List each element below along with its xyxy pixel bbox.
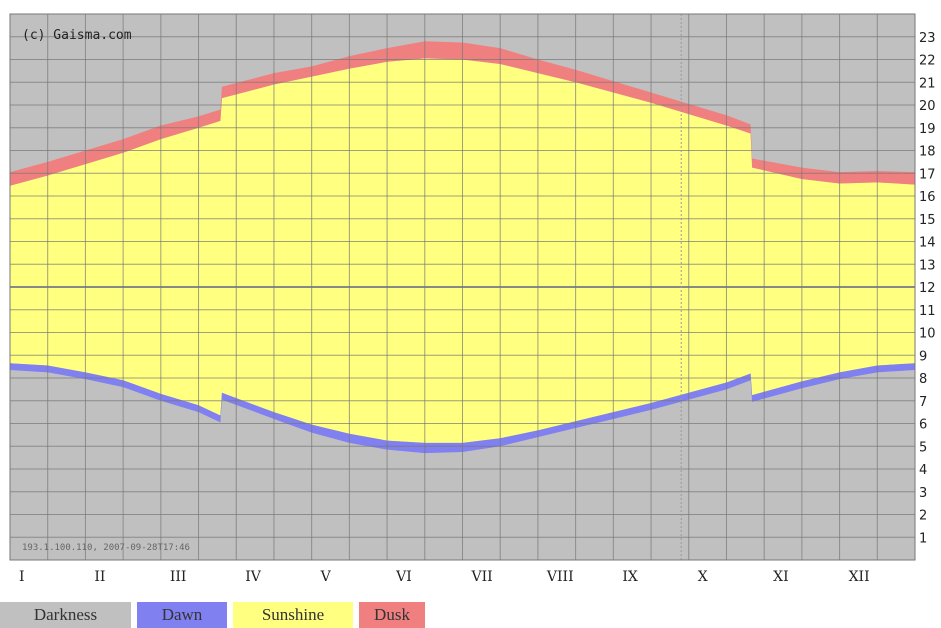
- y-tick-label: 21: [919, 76, 936, 91]
- x-month-label: III: [170, 569, 187, 585]
- legend-dawn: Dawn: [137, 602, 227, 628]
- y-tick-label: 1: [919, 531, 927, 546]
- y-tick-label: 19: [919, 122, 936, 137]
- dusk-band: [10, 41, 915, 186]
- legend: Darkness Dawn Sunshine Dusk: [0, 602, 431, 628]
- x-month-label: I: [19, 569, 25, 585]
- dawn-band: [10, 363, 915, 454]
- x-month-label: VIII: [546, 569, 574, 585]
- x-month-label: XI: [773, 569, 789, 585]
- y-tick-label: 12: [919, 281, 936, 296]
- credit-text: (c) Gaisma.com: [22, 28, 132, 43]
- y-tick-label: 2: [919, 509, 927, 524]
- y-tick-label: 16: [919, 190, 936, 205]
- x-month-label: IV: [245, 569, 262, 585]
- y-tick-label: 5: [919, 440, 927, 455]
- legend-sunshine: Sunshine: [233, 602, 353, 628]
- footer-text: 193.1.100.110, 2007-09-28T17:46: [22, 543, 190, 553]
- y-tick-label: 17: [919, 167, 936, 182]
- x-month-label: XII: [849, 569, 870, 585]
- y-tick-label: 11: [919, 304, 936, 319]
- y-tick-label: 3: [919, 486, 927, 501]
- y-tick-label: 9: [919, 349, 927, 364]
- y-tick-label: 13: [919, 258, 936, 273]
- y-tick-label: 4: [919, 463, 927, 478]
- legend-darkness: Darkness: [0, 602, 131, 628]
- y-tick-label: 20: [919, 99, 936, 114]
- y-tick-label: 6: [919, 418, 927, 433]
- x-month-label: VII: [471, 569, 493, 585]
- y-tick-label: 8: [919, 372, 927, 387]
- y-tick-label: 15: [919, 213, 936, 228]
- x-month-label: IX: [622, 569, 638, 585]
- y-tick-label: 18: [919, 145, 936, 160]
- plot-border: [9, 13, 916, 561]
- y-tick-label: 22: [919, 54, 936, 69]
- x-month-label: V: [320, 569, 332, 585]
- x-month-label: X: [698, 569, 708, 585]
- y-tick-label: 7: [919, 395, 927, 410]
- x-month-label: VI: [395, 569, 412, 585]
- y-tick-label: 23: [919, 31, 936, 46]
- x-month-label: II: [94, 569, 105, 585]
- y-tick-label: 14: [919, 236, 936, 251]
- y-tick-label: 10: [919, 327, 936, 342]
- legend-dusk: Dusk: [359, 602, 425, 628]
